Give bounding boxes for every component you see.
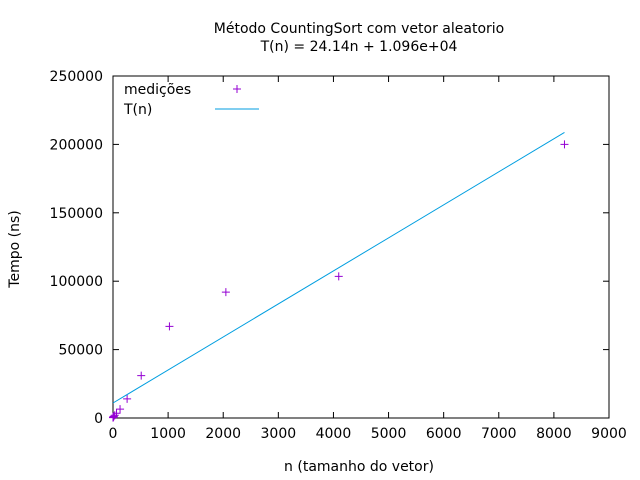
y-tick-label: 200000 bbox=[50, 137, 103, 153]
legend: medições T(n) bbox=[123, 82, 259, 118]
y-tick-label: 250000 bbox=[50, 69, 103, 85]
x-tick-label: 4000 bbox=[316, 426, 352, 442]
x-tick-label: 6000 bbox=[426, 426, 462, 442]
x-tick-label: 9000 bbox=[591, 426, 627, 442]
data-point-marker bbox=[137, 371, 146, 380]
y-axis-label: Tempo (ns) bbox=[7, 210, 23, 288]
data-point-marker bbox=[334, 272, 343, 281]
x-axis-label: n (tamanho do vetor) bbox=[284, 459, 434, 475]
y-tick-label: 50000 bbox=[58, 343, 103, 359]
x-tick-label: 7000 bbox=[481, 426, 517, 442]
y-tick-label: 150000 bbox=[50, 206, 103, 222]
x-tick-label: 3000 bbox=[261, 426, 297, 442]
legend-label: medições bbox=[124, 82, 191, 98]
series-layer bbox=[109, 132, 569, 422]
data-point-marker bbox=[560, 140, 569, 149]
x-tick-label: 5000 bbox=[371, 426, 407, 442]
x-tick-label: 1000 bbox=[150, 426, 186, 442]
data-point-marker bbox=[116, 405, 125, 414]
data-point-marker bbox=[165, 322, 174, 331]
legend-label: T(n) bbox=[123, 102, 152, 118]
data-point-marker bbox=[221, 288, 230, 297]
chart-title: Método CountingSort com vetor aleatorio bbox=[214, 21, 504, 37]
chart-subtitle-equation: T(n) = 24.14n + 1.096e+04 bbox=[260, 39, 458, 55]
y-tick-label: 0 bbox=[94, 411, 103, 427]
fit-line bbox=[112, 132, 565, 404]
x-tick-label: 0 bbox=[109, 426, 118, 442]
x-tick-label: 2000 bbox=[205, 426, 241, 442]
data-point-marker bbox=[110, 411, 119, 420]
data-point-marker bbox=[112, 409, 121, 418]
y-tick-label: 100000 bbox=[50, 274, 103, 290]
legend-marker-sample bbox=[233, 85, 241, 93]
plot-frame bbox=[112, 75, 610, 419]
x-tick-label: 8000 bbox=[536, 426, 572, 442]
data-point-marker bbox=[123, 394, 132, 403]
axis-ticks: 0 1000 2000 3000 4000 5000 6000 7000 8000 9000 0 50… bbox=[50, 69, 627, 442]
